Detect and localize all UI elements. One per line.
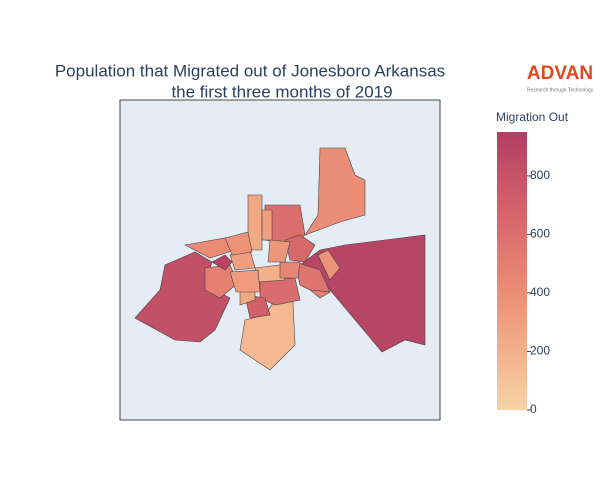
region <box>239 299 296 371</box>
colorbar-tick-label: 0 <box>530 402 537 416</box>
colorbar-tick-label: 800 <box>530 168 550 182</box>
region <box>261 209 273 241</box>
colorbar-title: Migration Out <box>496 110 569 124</box>
logo: ADVAN <box>527 63 593 84</box>
chart-subtitle: the first three months of 2019 <box>171 82 392 101</box>
chart-title: Population that Migrated out of Jonesbor… <box>55 61 445 80</box>
region <box>309 289 331 299</box>
region <box>229 269 261 293</box>
logo-tagline: Research through Technology <box>527 87 594 93</box>
region <box>317 249 341 281</box>
region <box>224 231 253 256</box>
colorbar-tick-label: 200 <box>530 344 550 358</box>
colorbar-tick-label: 600 <box>530 227 550 241</box>
region <box>267 239 291 263</box>
region <box>279 261 301 279</box>
region <box>284 234 316 263</box>
colorbar-tick-label: 400 <box>530 285 550 299</box>
region <box>259 277 301 306</box>
region <box>304 147 366 236</box>
region <box>247 194 263 251</box>
region <box>211 254 233 271</box>
colorbar <box>497 132 527 410</box>
regions <box>134 147 426 371</box>
